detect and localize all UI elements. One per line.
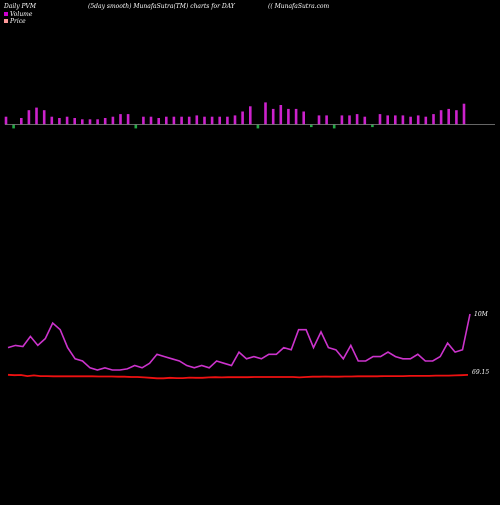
volume-bar: [134, 124, 138, 129]
volume-bar: [363, 116, 367, 125]
volume-bar: [187, 116, 191, 125]
header-left: Daily PVM: [3, 3, 37, 10]
volume-bar: [439, 110, 443, 125]
price-series-line: [7, 373, 469, 380]
volume-bar: [4, 116, 8, 125]
legend-price-label: Price: [9, 18, 26, 25]
volume-bar: [317, 115, 321, 125]
volume-bar: [88, 119, 92, 125]
volume-bar: [401, 115, 405, 125]
volume-bar: [241, 111, 244, 125]
volume-bar: [210, 116, 214, 125]
volume-bar: [103, 118, 107, 125]
volume-bar: [386, 115, 389, 125]
volume-bar: [165, 116, 168, 125]
volume-bar: [142, 116, 145, 125]
header-middle: (5day smooth) MunafaSutra(TM) charts for…: [88, 3, 236, 10]
volume-bar: [172, 116, 176, 125]
volume-bar: [81, 119, 84, 125]
volume-bar: [96, 119, 99, 125]
volume-bar: [203, 116, 206, 125]
header-right: (( MunafaSutra.com: [268, 3, 330, 10]
volume-bar: [65, 116, 69, 125]
volume-bar: [249, 106, 252, 125]
volume-bar: [157, 118, 160, 125]
volume-bars: [4, 102, 466, 129]
volume-bar: [20, 118, 23, 125]
volume-bar: [371, 124, 374, 128]
volume-bar: [271, 108, 275, 125]
volume-bar: [294, 108, 298, 125]
legend-volume-swatch: [4, 12, 8, 16]
volume-bar: [424, 116, 428, 125]
volume-bar: [195, 115, 199, 125]
volume-bar: [287, 108, 290, 125]
volume-bar: [332, 124, 336, 129]
volume-bar: [111, 116, 115, 125]
volume-bar: [462, 103, 466, 125]
volume-bar: [218, 116, 221, 125]
legend-volume-label: Volume: [10, 11, 33, 18]
volume-bar: [35, 107, 38, 125]
volume-bar: [50, 116, 54, 125]
volume-bar: [226, 116, 229, 125]
volume-bar: [394, 115, 397, 125]
volume-bar: [119, 114, 122, 125]
volume-bar: [180, 116, 183, 125]
volume-bar: [348, 115, 351, 125]
pvm-top-label: 10M: [474, 311, 489, 318]
volume-bar: [310, 124, 313, 128]
volume-bar: [233, 115, 237, 125]
volume-bar: [256, 124, 260, 129]
volume-bar: [302, 111, 305, 125]
pvm-series-line: [7, 313, 471, 371]
volume-bar: [12, 124, 15, 129]
volume-bar: [58, 118, 61, 125]
pvm-line-group: [7, 313, 471, 371]
volume-bar: [447, 108, 450, 125]
volume-bar: [409, 116, 412, 125]
volume-bar: [149, 116, 153, 125]
volume-bar: [325, 115, 328, 125]
volume-bar: [42, 110, 46, 125]
price-last-label: 69.15: [472, 369, 489, 376]
volume-bar: [279, 105, 283, 125]
volume-bar: [264, 102, 267, 125]
volume-bar: [455, 110, 458, 125]
volume-bar: [73, 118, 76, 125]
volume-bar: [27, 110, 31, 125]
volume-bar: [340, 115, 344, 125]
price-line-group: [7, 373, 469, 380]
volume-bar: [432, 114, 435, 125]
legend-price-swatch: [4, 19, 8, 23]
volume-bar: [126, 114, 130, 125]
volume-bar: [378, 114, 382, 125]
volume-bar: [416, 115, 420, 125]
volume-bar: [355, 114, 359, 125]
